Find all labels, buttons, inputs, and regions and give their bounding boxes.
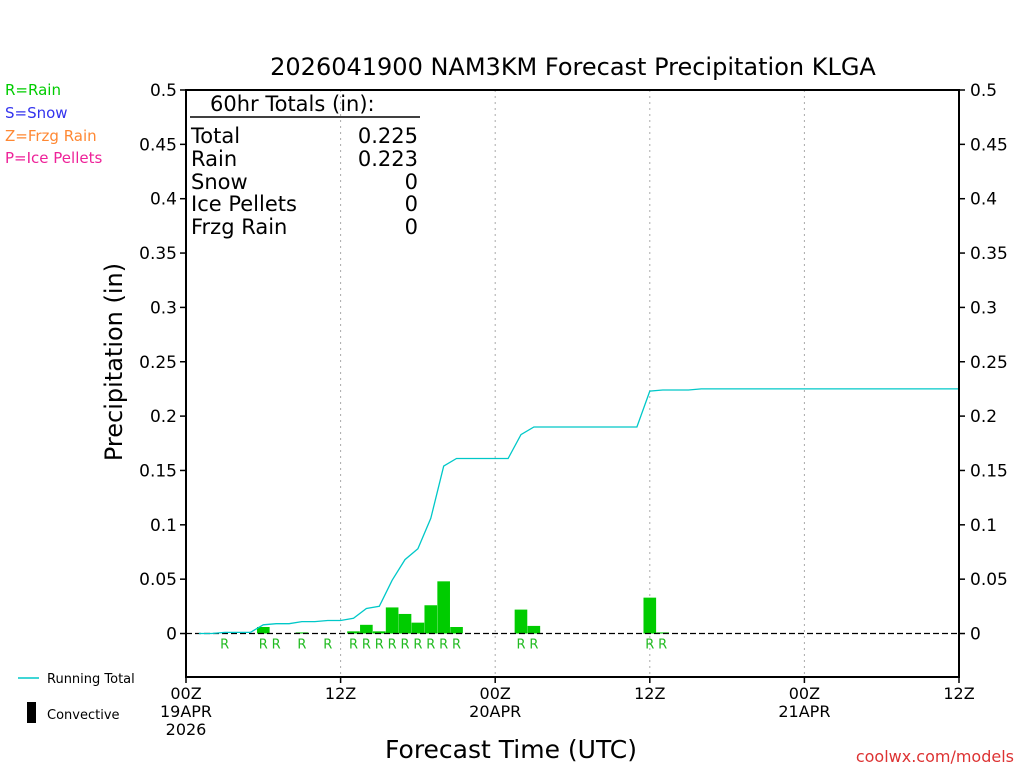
x-tick-label: 12Z [943, 684, 974, 703]
legend-running-total-label: Running Total [47, 672, 135, 687]
x-tick-label: 20APR [469, 702, 521, 721]
y-tick-label-right: 0.05 [970, 570, 1008, 590]
legend-rain: R=Rain [5, 81, 61, 99]
x-tick-label: 00Z [480, 684, 511, 703]
precip-bar [295, 632, 309, 634]
totals-value-freezing-rain: 0 [405, 215, 418, 239]
totals-label-total: Total [190, 124, 240, 148]
precip-type-marker: R [645, 638, 654, 653]
x-tick-label: 2026 [166, 720, 207, 739]
y-tick-label-right: 0.15 [970, 461, 1008, 481]
chart-title: 2026041900 NAM3KM Forecast Precipitation… [270, 53, 876, 81]
y-tick-label-left: 0.1 [150, 516, 177, 536]
y-tick-label-left: 0.05 [139, 570, 177, 590]
precip-type-marker: R [426, 638, 435, 653]
precip-type-marker: R [658, 638, 667, 653]
x-tick-label: 19APR [160, 702, 212, 721]
totals-value-rain: 0.223 [358, 147, 418, 171]
totals-label-ice-pellets: Ice Pellets [191, 192, 297, 216]
precip-bar [411, 622, 425, 634]
y-tick-label-right: 0.3 [970, 298, 997, 318]
precip-type-marker: R [400, 638, 409, 653]
y-axis-label: Precipitation (in) [100, 263, 128, 461]
precip-type-marker: R [413, 638, 422, 653]
x-axis-label: Forecast Time (UTC) [385, 735, 637, 764]
precip-bar [398, 613, 412, 634]
y-tick-label-left: 0.15 [139, 461, 177, 481]
precip-type-marker: R [388, 638, 397, 653]
totals-box: 60hr Totals (in): Total 0.225 Rain 0.223… [190, 92, 420, 239]
legend-ice-pellets: P=Ice Pellets [5, 149, 102, 167]
running-total-series [198, 388, 959, 635]
legend-freezing-rain: Z=Frzg Rain [5, 127, 97, 145]
precip-type-marker: R [452, 638, 461, 653]
y-tick-label-right: 0.2 [970, 407, 997, 427]
y-tick-label-left: 0.4 [150, 190, 177, 210]
plot-frame [185, 89, 960, 678]
x-tick-label: 21APR [778, 702, 830, 721]
totals-label-rain: Rain [191, 147, 237, 171]
precip-type-marker: R [439, 638, 448, 653]
precip-bar [643, 597, 657, 634]
precip-type-marker: R [516, 638, 525, 653]
y-tick-label-left: 0.45 [139, 135, 177, 155]
precip-bar [656, 632, 669, 634]
y-tick-label-right: 0 [970, 625, 981, 645]
precip-type-marker: R [297, 638, 306, 653]
precip-bars [256, 581, 669, 634]
y-tick-label-right: 0.35 [970, 244, 1008, 264]
precip-bar [527, 625, 541, 634]
precip-type-marker: R [259, 638, 268, 653]
y-axis-ticks: 0 00.05 0.050.1 0.10.15 0.150.2 0.20.25 0.250.… [139, 81, 1008, 645]
x-tick-label: 00Z [789, 684, 820, 703]
x-tick-label: 12Z [634, 684, 665, 703]
precip-bar [424, 605, 438, 634]
y-tick-label-left: 0.5 [150, 81, 177, 101]
credit-text: coolwx.com/models [856, 747, 1014, 766]
y-tick-label-left: 0.25 [139, 353, 177, 373]
y-tick-label-left: 0.3 [150, 298, 177, 318]
precip-bar [385, 607, 399, 634]
precip-bar [514, 609, 528, 634]
precip-type-marker: R [323, 638, 332, 653]
totals-value-total: 0.225 [358, 124, 418, 148]
running-total-line [198, 388, 959, 635]
y-tick-label-right: 0.1 [970, 516, 997, 536]
precip-bar [437, 581, 450, 634]
series-legend: Running Total Convective [18, 672, 135, 723]
totals-value-snow: 0 [405, 170, 418, 194]
precip-bar [360, 624, 373, 634]
totals-label-snow: Snow [191, 170, 248, 194]
precip-type-marker: R [220, 638, 229, 653]
totals-value-ice-pellets: 0 [405, 192, 418, 216]
precip-type-marker: R [375, 638, 384, 653]
y-tick-label-right: 0.25 [970, 353, 1008, 373]
totals-label-freezing-rain: Frzg Rain [191, 215, 287, 239]
y-tick-label-left: 0.2 [150, 407, 177, 427]
precip-type-marker: R [272, 638, 281, 653]
x-tick-label: 00Z [170, 684, 201, 703]
precip-bar [347, 631, 360, 634]
grid-lines [340, 90, 805, 677]
precip-type-marker: R [529, 638, 538, 653]
y-tick-label-left: 0.35 [139, 244, 177, 264]
y-tick-label-left: 0 [166, 625, 177, 645]
precip-bar [372, 631, 386, 634]
totals-header: 60hr Totals (in): [210, 92, 375, 116]
convective-swatch [27, 702, 36, 723]
precip-bar [450, 626, 463, 634]
precip-bar [256, 626, 270, 634]
y-tick-label-right: 0.5 [970, 81, 997, 101]
x-tick-label: 12Z [325, 684, 356, 703]
precip-type-legend: R=Rain S=Snow Z=Frzg Rain P=Ice Pellets [5, 81, 102, 167]
y-tick-label-right: 0.45 [970, 135, 1008, 155]
y-tick-label-right: 0.4 [970, 190, 997, 210]
legend-convective-label: Convective [47, 708, 120, 723]
precip-type-marker: R [362, 638, 371, 653]
precip-type-marker: R [349, 638, 358, 653]
legend-snow: S=Snow [5, 104, 68, 122]
